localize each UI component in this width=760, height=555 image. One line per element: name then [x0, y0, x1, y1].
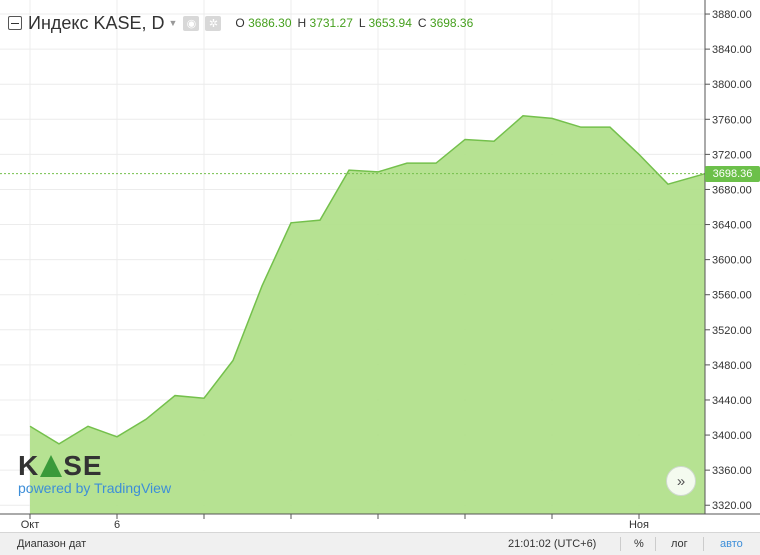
x-axis: Окт 6 Ноя	[21, 514, 649, 531]
y-tick-label: 3760.00	[712, 114, 752, 126]
symbol-title[interactable]: Индекс KASE, D	[28, 12, 165, 33]
y-tick-label: 3400.00	[712, 430, 752, 442]
y-tick-label: 3520.00	[712, 325, 752, 337]
y-tick-label: 3880.00	[712, 9, 752, 21]
y-tick-label: 3680.00	[712, 184, 752, 196]
y-axis: 3320.00 3360.00 3400.00 3440.00 3480.00 3520.…	[705, 9, 752, 512]
y-tick-label: 3480.00	[712, 360, 752, 372]
x-tick-label: Ноя	[629, 519, 649, 531]
chart-header: Индекс KASE, D ▼ ◉ ✲ O 3686.30 H 3731.27…	[8, 8, 473, 38]
percent-scale-button[interactable]: %	[634, 538, 644, 550]
y-tick-label: 3800.00	[712, 79, 752, 91]
y-tick-label: 3840.00	[712, 44, 752, 56]
footer-divider	[703, 537, 704, 551]
ohlc-open: O 3686.30	[235, 16, 292, 30]
y-tick-label: 3560.00	[712, 290, 752, 302]
scroll-to-realtime-button[interactable]: »	[666, 466, 696, 496]
chevron-down-icon[interactable]: ▼	[168, 18, 178, 28]
auto-scale-button[interactable]: авто	[720, 538, 743, 550]
x-tick-label: Окт	[21, 519, 40, 531]
y-tick-label: 3600.00	[712, 255, 752, 267]
y-tick-label: 3640.00	[712, 220, 752, 232]
double-chevron-right-icon: »	[676, 472, 686, 490]
price-line	[29, 115, 706, 445]
kase-watermark: K SE powered by TradingView	[18, 450, 171, 496]
y-tick-label: 3720.00	[712, 149, 752, 161]
date-range-button[interactable]: Диапазон дат	[17, 538, 87, 550]
price-area	[30, 115, 705, 515]
y-tick-label: 3320.00	[712, 500, 752, 512]
footer-divider	[655, 537, 656, 551]
log-scale-button[interactable]: лог	[671, 538, 688, 550]
price-chart[interactable]: 3320.00 3360.00 3400.00 3440.00 3480.00 3520.…	[0, 0, 760, 532]
x-tick-label: 6	[114, 519, 120, 531]
footer-divider	[620, 537, 621, 551]
timezone-clock[interactable]: 21:01:02 (UTC+6)	[508, 538, 597, 550]
ohlc-low: L 3653.94	[358, 16, 412, 30]
last-price-label: 3698.36	[705, 165, 760, 182]
footer-toolbar: Диапазон дат 21:01:02 (UTC+6) % лог авто	[0, 532, 760, 555]
ohlc-high: H 3731.27	[297, 16, 353, 30]
ohlc-values: O 3686.30 H 3731.27 L 3653.94 C 3698.36	[235, 16, 473, 30]
powered-by-link[interactable]: powered by TradingView	[18, 480, 172, 496]
gear-icon[interactable]: ✲	[205, 15, 222, 31]
eye-icon[interactable]: ◉	[183, 15, 200, 31]
kase-logo: K SE	[18, 450, 103, 481]
collapse-icon[interactable]	[8, 16, 22, 30]
y-axis-panel[interactable]	[705, 0, 760, 514]
y-tick-label: 3440.00	[712, 395, 752, 407]
y-tick-label: 3360.00	[712, 465, 752, 477]
ohlc-close: C 3698.36	[417, 16, 474, 30]
